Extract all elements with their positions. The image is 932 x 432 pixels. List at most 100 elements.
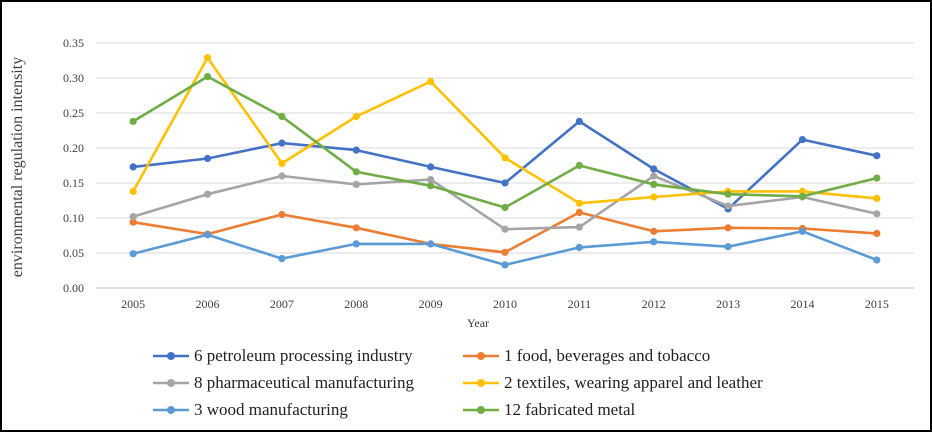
x-tick-label: 2006 — [196, 297, 220, 311]
data-point — [501, 225, 509, 233]
data-point — [501, 154, 509, 162]
legend-label: 12 fabricated metal — [504, 400, 636, 419]
data-point — [650, 193, 658, 201]
gridlines — [96, 42, 914, 289]
data-point — [278, 255, 286, 263]
data-point — [650, 180, 658, 188]
data-point — [650, 238, 658, 246]
data-point — [203, 190, 212, 198]
legend-item: 3 wood manufacturing — [152, 399, 462, 421]
data-point — [427, 77, 435, 86]
data-point — [575, 199, 583, 207]
data-point — [798, 136, 807, 144]
y-tick-label: 0.30 — [63, 71, 84, 85]
data-point — [501, 261, 509, 269]
data-point — [501, 179, 509, 187]
data-point — [203, 231, 212, 239]
data-point — [873, 174, 881, 182]
legend-label: 8 pharmaceutical manufacturing — [194, 373, 414, 392]
data-point — [873, 210, 881, 218]
data-point — [129, 163, 137, 171]
x-tick-label: 2015 — [865, 297, 889, 311]
legend-label: 2 textiles, wearing apparel and leather — [504, 373, 763, 392]
data-point — [203, 54, 212, 62]
data-point — [427, 163, 435, 171]
data-point — [203, 154, 212, 163]
x-tick-label: 2014 — [790, 297, 814, 311]
legend-label: 3 wood manufacturing — [194, 400, 348, 419]
legend-item: 6 petroleum processing industry — [152, 345, 462, 367]
legend-swatch-icon — [153, 379, 189, 387]
legend-item: 12 fabricated metal — [462, 399, 862, 421]
x-axis-label: Year — [467, 316, 489, 330]
data-point — [427, 240, 435, 248]
data-point — [427, 175, 435, 184]
legend-item: 2 textiles, wearing apparel and leather — [462, 372, 862, 394]
y-tick-label: 0.20 — [63, 141, 84, 155]
data-point — [575, 161, 583, 170]
data-point — [798, 227, 807, 235]
data-point — [724, 202, 732, 210]
y-tick-label: 0.35 — [63, 36, 84, 50]
data-point — [203, 73, 212, 81]
legend-label: 1 food, beverages and tobacco — [504, 346, 711, 365]
chart-legend: 6 petroleum processing industry 1 food, b… — [152, 345, 872, 421]
data-point — [724, 224, 732, 232]
x-tick-label: 2008 — [344, 297, 368, 311]
data-point — [873, 256, 881, 264]
legend-swatch-icon — [153, 352, 189, 360]
data-point — [278, 112, 286, 121]
line-chart: 0.000.050.100.150.200.250.300.35 2005 200… — [9, 36, 914, 330]
series-4 — [129, 227, 881, 269]
data-point — [501, 248, 509, 256]
y-tick-label: 0.05 — [63, 246, 84, 260]
x-tick-label: 2007 — [270, 297, 294, 311]
data-point — [129, 117, 137, 125]
data-point — [129, 187, 137, 195]
series-lines — [129, 54, 881, 269]
data-point — [278, 210, 286, 219]
data-point — [873, 194, 881, 202]
data-point — [575, 243, 583, 251]
data-point — [352, 146, 360, 154]
data-point — [129, 213, 137, 221]
y-axis-ticks: 0.00 0.05 0.10 0.15 0.20 0.25 0.30 0.35 — [63, 36, 84, 295]
series-5 — [129, 73, 881, 212]
data-point — [352, 180, 360, 188]
data-point — [352, 240, 360, 248]
series-line — [132, 75, 878, 209]
data-point — [724, 190, 732, 198]
y-tick-label: 0.15 — [63, 176, 84, 190]
data-point — [873, 229, 881, 237]
data-point — [501, 203, 509, 212]
x-tick-label: 2011 — [568, 297, 592, 311]
legend-label: 6 petroleum processing industry — [194, 346, 413, 365]
data-point — [278, 172, 286, 180]
x-tick-label: 2010 — [493, 297, 517, 311]
series-0 — [129, 117, 881, 213]
data-point — [575, 223, 583, 231]
legend-item: 8 pharmaceutical manufacturing — [152, 372, 462, 394]
x-tick-label: 2005 — [121, 297, 145, 311]
x-axis-ticks: 2005 2006 2007 2008 2009 2010 2011 2012 2013 2014… — [121, 297, 889, 311]
y-tick-label: 0.25 — [63, 106, 84, 120]
x-tick-label: 2012 — [642, 297, 666, 311]
x-tick-label: 2009 — [419, 297, 443, 311]
series-3 — [129, 54, 881, 207]
y-tick-label: 0.10 — [63, 211, 84, 225]
legend-swatch-icon — [463, 379, 499, 387]
data-point — [798, 192, 807, 200]
data-point — [873, 152, 881, 160]
x-tick-label: 2013 — [716, 297, 740, 311]
data-point — [650, 165, 658, 173]
data-point — [575, 117, 583, 125]
data-point — [650, 227, 658, 235]
data-point — [129, 250, 137, 258]
data-point — [724, 243, 732, 251]
data-point — [650, 172, 658, 180]
data-point — [278, 139, 286, 147]
y-tick-label: 0.00 — [63, 281, 84, 295]
series-line — [132, 230, 878, 267]
data-point — [352, 112, 360, 121]
